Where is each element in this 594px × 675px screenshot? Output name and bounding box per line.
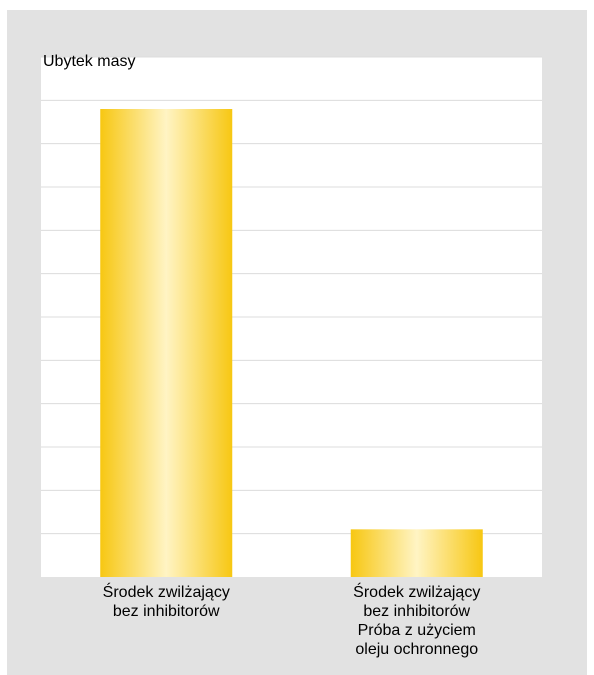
chart-frame: Ubytek masy Środek zwilżający bez inhibi… [7,10,587,675]
y-axis-label: Ubytek masy [43,53,136,70]
x-tick-label-2: Środek zwilżający bez inhibitorów Próba … [353,584,481,658]
bar-1 [100,109,233,577]
chart-plot [41,56,542,577]
x-tick-label-1: Środek zwilżający bez inhibitorów [102,584,230,620]
bar-2 [350,529,483,577]
